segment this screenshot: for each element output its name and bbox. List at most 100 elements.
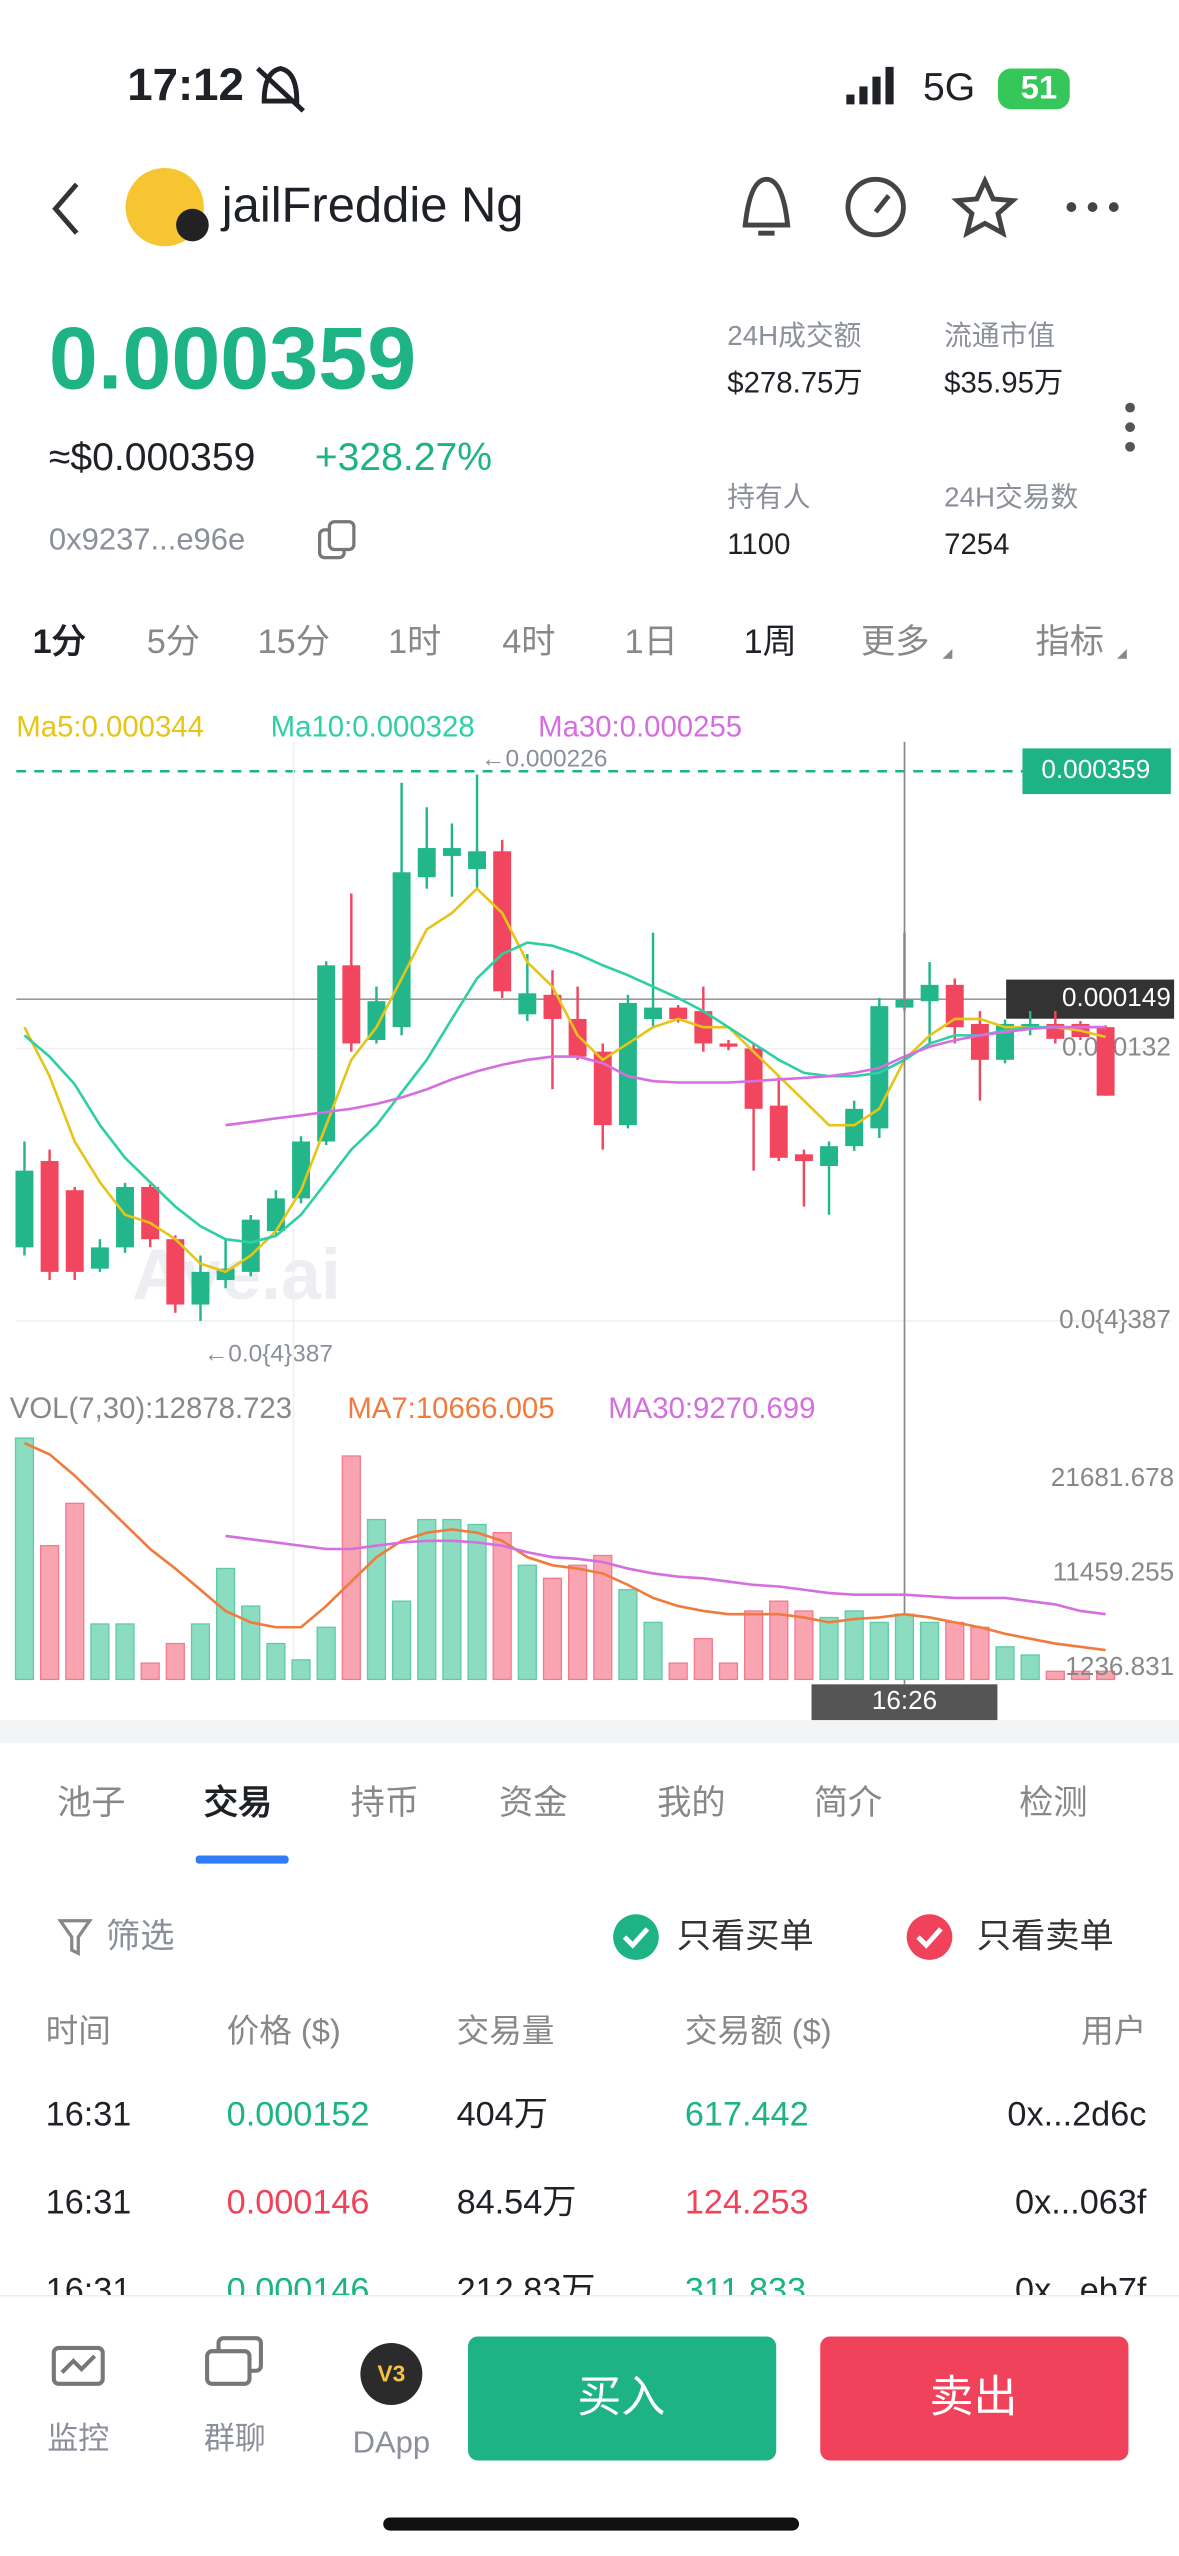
timeframe: 更多: [861, 623, 929, 661]
volume-bar: [316, 1626, 336, 1681]
nav-label[interactable]: 群聊: [204, 2421, 266, 2456]
timeframe: 5分: [147, 623, 200, 661]
volume-bar: [517, 1564, 537, 1681]
ma-line: [23, 1441, 1106, 1652]
table-header: 交易额 ($): [685, 2012, 832, 2049]
table-header: 时间: [46, 2012, 111, 2049]
status-time: 17:12: [127, 59, 244, 110]
dapp-icon[interactable]: [360, 2343, 423, 2406]
candle-body: [15, 1170, 34, 1248]
tab[interactable]: 池子: [57, 1784, 125, 1822]
chain-badge: [176, 208, 209, 242]
copy-button[interactable]: [317, 520, 356, 560]
sell-button[interactable]: [820, 2336, 1129, 2461]
candle-body: [191, 1271, 210, 1305]
candle-body: [1021, 1023, 1040, 1028]
crosshair-time: 16:26: [872, 1685, 937, 1715]
volume-bar: [165, 1642, 185, 1681]
network: 5G: [923, 66, 975, 109]
favorite-button[interactable]: [951, 175, 1019, 238]
sell-button-label[interactable]: 卖出: [930, 2373, 1018, 2422]
tab[interactable]: 交易: [204, 1783, 272, 1822]
candle-body: [317, 965, 336, 1142]
table-cell: 0x...2d6c: [1007, 2095, 1146, 2133]
volume-bar: [618, 1589, 638, 1681]
watermark: Ave.ai: [132, 1235, 341, 1315]
ma-line: [225, 1025, 1106, 1127]
buy-button[interactable]: [468, 2336, 777, 2461]
volume-bar: [1045, 1670, 1065, 1681]
tab[interactable]: 简介: [814, 1784, 882, 1822]
volume-bar: [718, 1662, 739, 1681]
filter-icon[interactable]: [57, 1919, 93, 1956]
last-price-label: 0.000359: [1041, 754, 1150, 784]
table-cell: 404万: [457, 2095, 548, 2133]
more-button[interactable]: [1066, 202, 1119, 212]
y-tick-label: 1236.831: [1065, 1651, 1174, 1681]
candle-body: [820, 1146, 839, 1166]
tab[interactable]: 持币: [351, 1784, 419, 1822]
table-header: 交易量: [457, 2012, 555, 2049]
buy-filter[interactable]: 只看买单: [677, 1918, 814, 1956]
candle-body: [493, 851, 512, 992]
volume-bar: [844, 1610, 864, 1681]
speed-button[interactable]: [845, 176, 906, 238]
ma-line: [225, 1534, 1106, 1616]
battery-level: 51: [1021, 68, 1057, 105]
stat-value: $278.75万: [727, 367, 862, 400]
last-price-badge: [1022, 748, 1171, 795]
monitor-icon[interactable]: [51, 2345, 105, 2386]
candle-body: [241, 1219, 260, 1272]
candle-body: [392, 872, 411, 1028]
tab[interactable]: 资金: [499, 1784, 567, 1822]
nav-label[interactable]: 监控: [47, 2421, 109, 2456]
tab[interactable]: 我的: [657, 1784, 725, 1822]
buy-check-mark: [622, 1927, 650, 1949]
home-indicator: [383, 2517, 800, 2531]
low-annotation: ←0.0{4}387: [204, 1340, 333, 1367]
chat-icon[interactable]: [205, 2336, 263, 2386]
contract-address: 0x9237...e96e: [49, 522, 245, 557]
timeframe: 1分: [33, 623, 86, 661]
filter-label[interactable]: 筛选: [106, 1918, 174, 1956]
volume-bar: [593, 1554, 613, 1681]
legend-entry: Ma5:0.000344: [16, 711, 204, 744]
volume-bar: [894, 1613, 915, 1681]
sell-check-mark: [916, 1927, 943, 1949]
volume-bar: [1095, 1670, 1116, 1681]
alert-button[interactable]: [742, 176, 791, 236]
y-tick-label: 0.0{4}387: [1059, 1304, 1171, 1334]
candle-body: [442, 848, 461, 856]
volume-bar: [366, 1518, 387, 1681]
candle-body: [669, 1007, 688, 1019]
candle-body: [292, 1141, 311, 1199]
candle-body: [518, 993, 537, 1015]
timeframe: 1日: [625, 623, 678, 661]
volume-bar: [945, 1621, 965, 1681]
volume-bar: [215, 1567, 236, 1681]
volume-bar: [693, 1637, 713, 1681]
y-tick-label: 0.000149: [1062, 982, 1171, 1012]
volume-bar: [492, 1532, 512, 1681]
buy-button-label[interactable]: 买入: [577, 2373, 665, 2422]
volume-bar: [819, 1616, 839, 1681]
volume-bar: [769, 1600, 789, 1681]
volume-bar: [39, 1545, 60, 1681]
candle-body: [945, 984, 964, 1028]
buy-check[interactable]: [613, 1914, 659, 1960]
table-cell: 0x...063f: [1015, 2184, 1147, 2222]
tab-indicator: [195, 1855, 289, 1864]
candle-body: [1096, 1027, 1115, 1096]
kebab-menu[interactable]: [1125, 402, 1135, 452]
nav-label[interactable]: DApp: [353, 2424, 430, 2459]
tab[interactable]: 检测: [1019, 1784, 1087, 1822]
sell-check[interactable]: [906, 1914, 953, 1960]
volume-bar: [190, 1623, 211, 1681]
sell-filter[interactable]: 只看卖单: [977, 1918, 1114, 1956]
back-button[interactable]: [52, 182, 79, 235]
volume-bar: [341, 1455, 361, 1681]
volume-bar: [643, 1621, 663, 1681]
candle-body: [593, 1051, 612, 1126]
timeframe: 4时: [502, 623, 555, 661]
